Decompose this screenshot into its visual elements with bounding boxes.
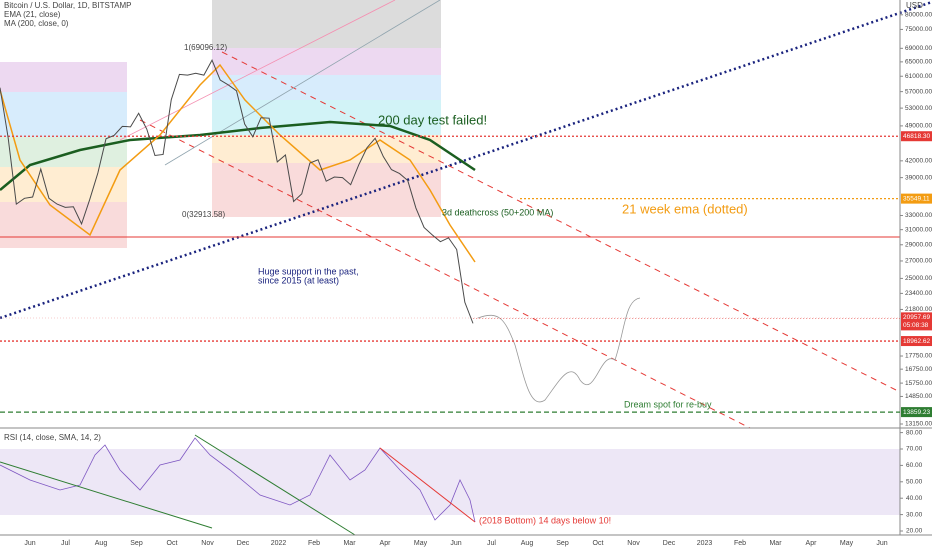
rsi-tick-label: 60.00 [906, 462, 923, 469]
indicator-label: EMA (21, close) [4, 10, 61, 19]
annotation: Dream spot for re-buy [624, 399, 712, 409]
time-label: Dec [663, 540, 676, 547]
level-label: 18962.62 [903, 338, 930, 345]
annotation: 21 week ema (dotted) [622, 201, 748, 216]
time-label: Dec [237, 540, 250, 547]
time-label: 2023 [697, 540, 713, 547]
drawings [0, 0, 932, 429]
annotation: (2018 Bottom) 14 days below 10! [479, 515, 611, 525]
y-tick-label: 80000.00 [905, 12, 932, 19]
level-tag [901, 336, 932, 347]
y-tick-label: 57000.00 [905, 88, 932, 95]
annotation: Huge support in the past, [258, 266, 359, 276]
level-tag [901, 131, 932, 142]
rsi-tick-label: 30.00 [906, 511, 923, 518]
annotation: 200 day test failed! [378, 112, 487, 127]
y-tick-label: 69000.00 [905, 45, 932, 52]
level-tag [901, 407, 932, 418]
time-label: Aug [95, 540, 108, 547]
time-label: Sep [556, 540, 569, 547]
time-label: Jul [61, 540, 70, 547]
time-label: Jun [450, 540, 461, 547]
annotation: 3d deathcross (50+200 MA) [442, 207, 553, 217]
y-tick-label: 17750.00 [905, 353, 932, 360]
y-tick-label: 21800.00 [905, 306, 932, 313]
time-label: Nov [201, 540, 214, 547]
rsi-tick-label: 40.00 [906, 495, 923, 502]
time-label: Jun [24, 540, 35, 547]
time-label: May [414, 540, 428, 547]
y-tick-label: 75000.00 [905, 26, 932, 33]
last-price-label: 20957.69 [903, 314, 930, 321]
time-label: Mar [343, 540, 356, 547]
symbol-title: Bitcoin / U.S. Dollar, 1D, BITSTAMP [4, 1, 131, 10]
rsi-tick-label: 80.00 [906, 429, 923, 436]
y-tick-label: 65000.00 [905, 59, 932, 66]
time-label: Apr [380, 540, 392, 547]
time-label: Aug [521, 540, 534, 547]
y-tick-label: 33000.00 [905, 212, 932, 219]
countdown: 05:08:38 [903, 322, 929, 329]
y-tick-label: 25000.00 [905, 275, 932, 282]
time-label: Jun [876, 540, 887, 547]
y-tick-label: 29000.00 [905, 241, 932, 248]
time-label: Nov [627, 540, 640, 547]
level-label: 35549.11 [903, 195, 930, 202]
y-tick-label: 31000.00 [905, 226, 932, 233]
price-line [0, 58, 474, 324]
time-label: Sep [130, 540, 143, 547]
y-tick-label: 27000.00 [905, 258, 932, 265]
y-tick-label: 61000.00 [905, 73, 932, 80]
fib-label: 1(69096.12) [184, 43, 227, 52]
time-label: Feb [308, 540, 320, 547]
time-label: May [840, 540, 854, 547]
y-tick-label: 23400.00 [905, 290, 932, 297]
y-tick-label: 53000.00 [905, 105, 932, 112]
time-label: Mar [769, 540, 782, 547]
level-label: 13859.23 [903, 409, 930, 416]
level-tag [901, 193, 932, 204]
level-label: 46818.30 [903, 133, 930, 140]
y-tick-label: 39000.00 [905, 174, 932, 181]
time-label: Apr [806, 540, 818, 547]
y-tick-label: 15750.00 [905, 380, 932, 387]
currency: USD [906, 1, 923, 10]
rsi-title: RSI (14, close, SMA, 14, 2) [4, 433, 101, 442]
fib-label: 0(32913.58) [182, 210, 225, 219]
rsi-drawings [0, 434, 476, 536]
fib-zones [0, 0, 441, 248]
y-tick-label: 49000.00 [905, 123, 932, 130]
last-price-tag [901, 312, 932, 331]
time-label: Oct [167, 540, 178, 547]
y-tick-label: 42000.00 [905, 158, 932, 165]
rsi-tick-label: 20.00 [906, 528, 923, 535]
y-tick-label: 13150.00 [905, 421, 932, 428]
rsi-tick-label: 70.00 [906, 446, 923, 453]
time-label: Feb [734, 540, 746, 547]
time-label: Jul [487, 540, 496, 547]
y-tick-label: 14850.00 [905, 393, 932, 400]
y-tick-label: 16750.00 [905, 366, 932, 373]
rsi-tick-label: 50.00 [906, 479, 923, 486]
annotation: since 2015 (at least) [258, 275, 339, 285]
time-label: Oct [593, 540, 604, 547]
time-label: 2022 [271, 540, 287, 547]
indicator-label: MA (200, close, 0) [4, 19, 69, 28]
